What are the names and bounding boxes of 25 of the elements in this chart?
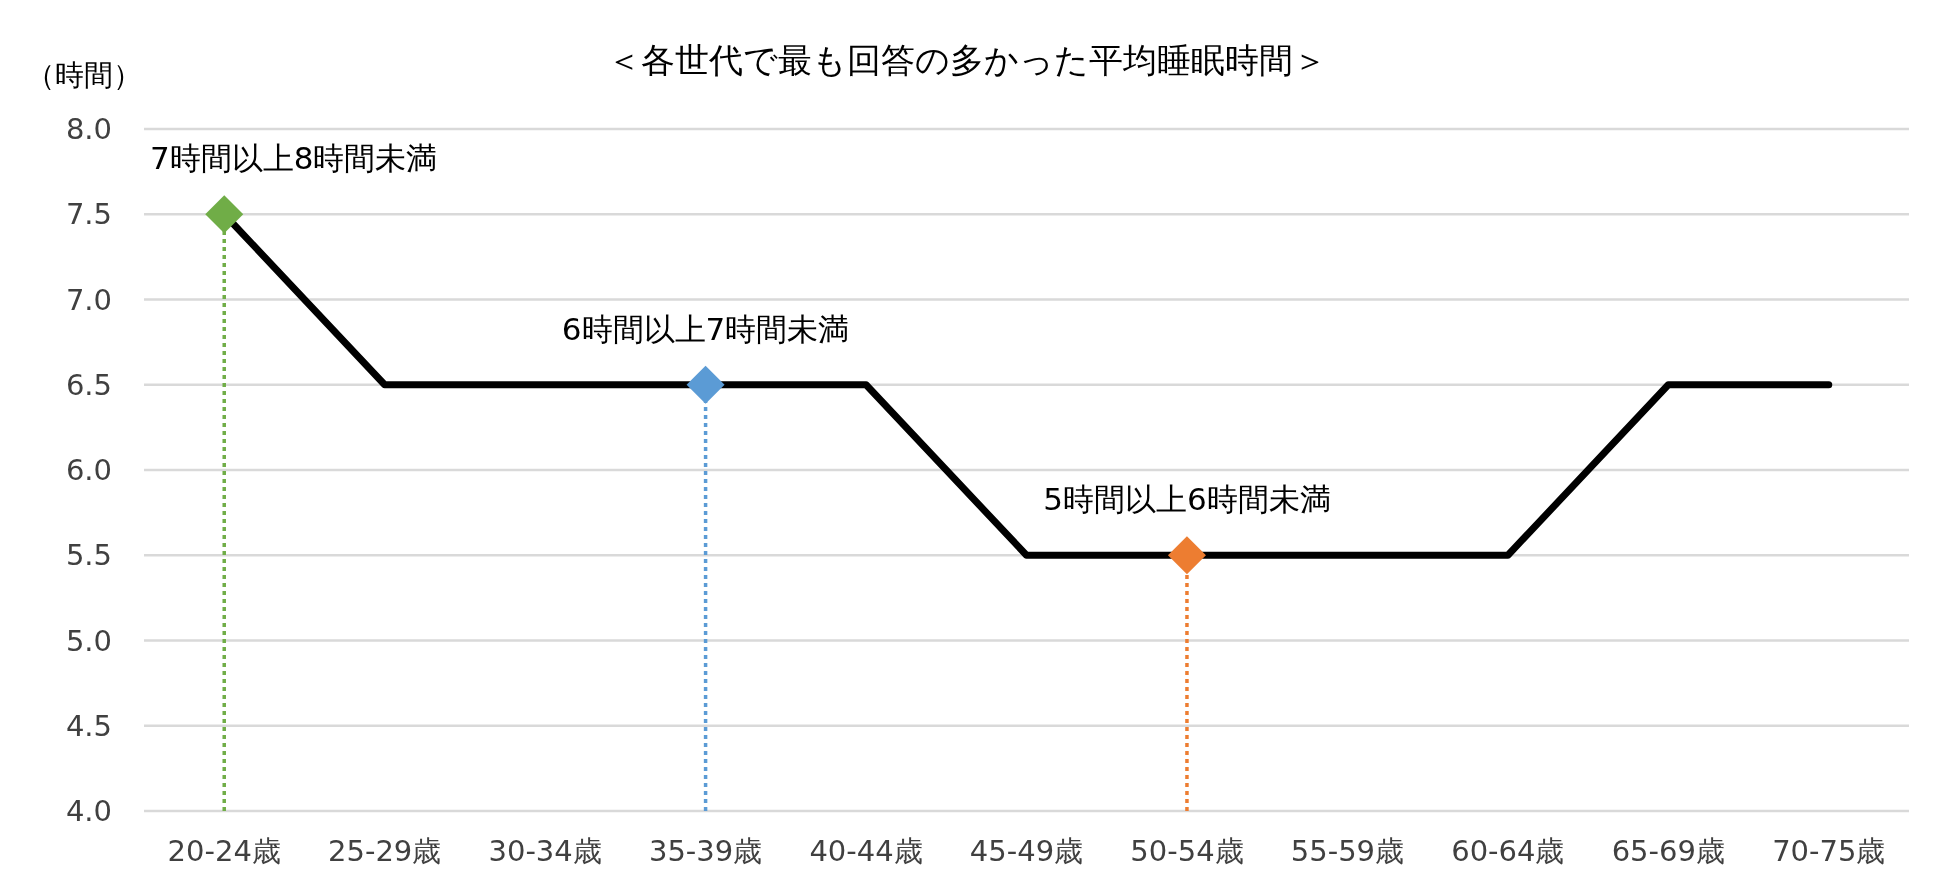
y-tick-label: 5.5 (65, 538, 112, 573)
y-tick-label: 7.5 (65, 197, 112, 232)
y-tick-label: 8.0 (65, 112, 112, 146)
y-axis-title: （時間） (26, 58, 142, 92)
y-tick-label: 5.0 (65, 623, 112, 658)
x-tick-label: 70-75歳 (1772, 834, 1886, 868)
x-tick-label: 35-39歳 (648, 834, 763, 868)
y-tick-label: 6.0 (65, 453, 112, 487)
x-tick-label: 25-29歳 (328, 834, 442, 868)
annotation: 7時間以上8時間未満 (150, 140, 438, 177)
chart-title: ＜各世代で最も回答の多かった平均睡眠時間＞ (606, 40, 1327, 80)
x-tick-label: 45-49歳 (969, 834, 1084, 868)
y-tick-label: 7.0 (65, 282, 112, 317)
x-tick-label: 20-24歳 (167, 834, 281, 868)
y-tick-label: 4.0 (65, 794, 112, 828)
x-tick-label: 55-59歳 (1290, 834, 1405, 868)
annotation: 5時間以上6時間未満 (1043, 481, 1331, 518)
x-tick-label: 65-69歳 (1611, 834, 1725, 868)
annotation: 6時間以上7時間未満 (561, 310, 850, 347)
x-tick-label: 60-64歳 (1451, 834, 1565, 868)
y-tick-label: 4.5 (65, 708, 112, 743)
x-tick-label: 30-34歳 (488, 834, 602, 868)
x-tick-label: 40-44歳 (809, 834, 923, 868)
y-tick-label: 6.5 (65, 367, 112, 402)
x-tick-label: 50-54歳 (1130, 834, 1244, 868)
